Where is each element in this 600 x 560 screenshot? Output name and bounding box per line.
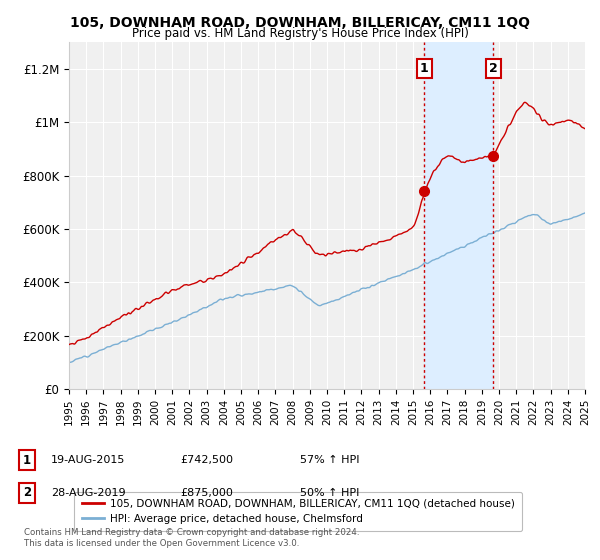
Text: 28-AUG-2019: 28-AUG-2019 <box>51 488 125 498</box>
Bar <box>424 42 493 389</box>
Text: Contains HM Land Registry data © Crown copyright and database right 2024.
This d: Contains HM Land Registry data © Crown c… <box>24 528 359 548</box>
Text: 105, DOWNHAM ROAD, DOWNHAM, BILLERICAY, CM11 1QQ: 105, DOWNHAM ROAD, DOWNHAM, BILLERICAY, … <box>70 16 530 30</box>
Text: 1: 1 <box>23 454 31 467</box>
Text: 57% ↑ HPI: 57% ↑ HPI <box>300 455 359 465</box>
Text: 2: 2 <box>23 486 31 500</box>
Text: 1: 1 <box>419 62 428 75</box>
Legend: 105, DOWNHAM ROAD, DOWNHAM, BILLERICAY, CM11 1QQ (detached house), HPI: Average : 105, DOWNHAM ROAD, DOWNHAM, BILLERICAY, … <box>74 492 522 531</box>
Text: 50% ↑ HPI: 50% ↑ HPI <box>300 488 359 498</box>
Text: 2: 2 <box>489 62 497 75</box>
Text: Price paid vs. HM Land Registry's House Price Index (HPI): Price paid vs. HM Land Registry's House … <box>131 27 469 40</box>
Text: £742,500: £742,500 <box>180 455 233 465</box>
Text: £875,000: £875,000 <box>180 488 233 498</box>
Text: 19-AUG-2015: 19-AUG-2015 <box>51 455 125 465</box>
